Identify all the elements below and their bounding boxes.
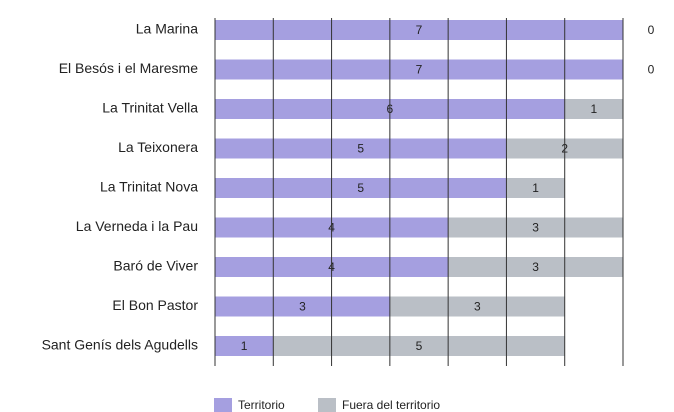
category-label: Sant Genís dels Agudells xyxy=(42,337,198,353)
bar-segment xyxy=(215,336,274,356)
category-label: La Trinitat Nova xyxy=(100,179,198,195)
value-label: 7 xyxy=(416,23,423,37)
category-label: La Marina xyxy=(136,21,198,37)
bar-segment xyxy=(215,20,623,40)
category-label: Baró de Viver xyxy=(113,258,198,274)
value-label: 1 xyxy=(241,339,248,353)
value-label: 3 xyxy=(532,260,539,274)
bar-segment xyxy=(448,217,623,238)
bar-segment xyxy=(215,296,390,317)
value-label: 5 xyxy=(357,142,364,156)
bar-segment xyxy=(389,296,565,317)
legend-label: Fuera del territorio xyxy=(342,398,440,412)
bar-segment xyxy=(506,178,565,198)
legend-label: Territorio xyxy=(238,398,285,412)
legend-swatch xyxy=(214,398,232,412)
bar-segment xyxy=(448,257,623,277)
value-label: 3 xyxy=(299,300,306,314)
value-label: 3 xyxy=(532,221,539,235)
value-label: 1 xyxy=(591,102,598,116)
value-label: 7 xyxy=(416,63,423,77)
category-label: El Bon Pastor xyxy=(112,297,198,313)
category-label: El Besós i el Maresme xyxy=(59,60,198,76)
bar-segment xyxy=(273,336,565,356)
category-label: La Verneda i la Pau xyxy=(76,218,198,234)
value-label: 5 xyxy=(357,181,364,195)
category-label: La Teixonera xyxy=(118,139,198,155)
value-label: 5 xyxy=(416,339,423,353)
legend-swatch xyxy=(318,398,336,412)
bar-segment xyxy=(215,138,507,159)
bar-segment xyxy=(564,99,623,119)
value-label: 3 xyxy=(474,300,481,314)
bar-segment xyxy=(215,178,507,198)
value-label: 0 xyxy=(648,23,655,37)
value-label: 0 xyxy=(648,63,655,77)
value-label: 1 xyxy=(532,181,539,195)
bar-segment xyxy=(215,59,623,80)
category-label: La Trinitat Vella xyxy=(102,100,198,116)
